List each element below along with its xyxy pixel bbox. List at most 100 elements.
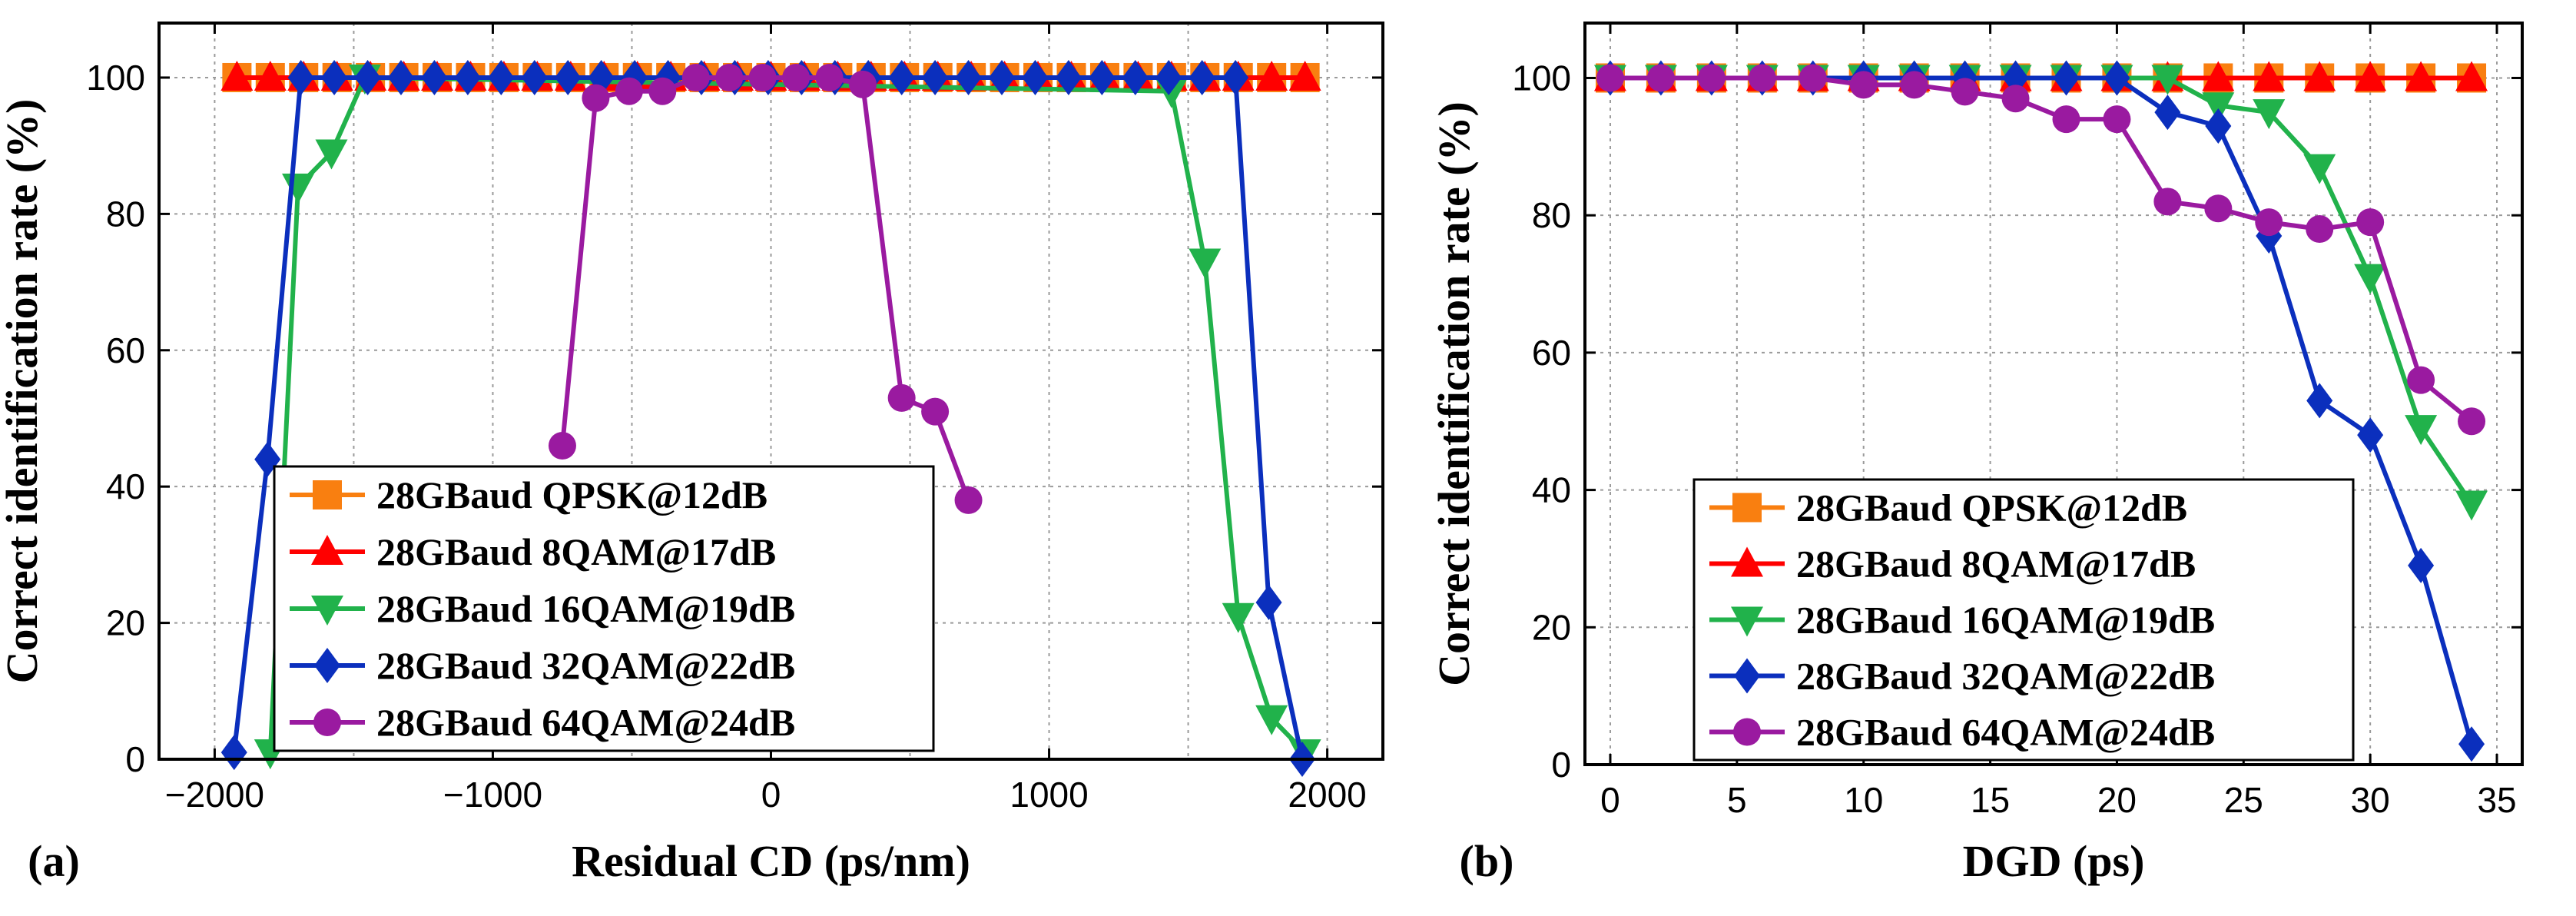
legend: 28GBaud QPSK@12dB 28GBaud 8QAM@17dB 28GBau… — [273, 465, 935, 752]
plot-frame — [1583, 22, 2524, 766]
data-point-qam32 — [2357, 417, 2384, 453]
data-point-qam16 — [2151, 65, 2184, 95]
legend-item-qam8: 28GBaud 8QAM@17dB — [290, 530, 776, 573]
data-point-qam16 — [315, 139, 348, 170]
legend-label: 28GBaud 32QAM@22dB — [1796, 655, 2215, 698]
data-point-qam32 — [521, 59, 548, 95]
legend-marker — [313, 709, 341, 736]
data-point-qam16 — [2253, 99, 2286, 130]
data-point-qam32 — [2306, 383, 2333, 419]
data-point-qam32 — [1089, 59, 1116, 95]
data-point-qam32 — [1055, 59, 1082, 95]
legend-item-qpsk: 28GBaud QPSK@12dB — [1709, 486, 2187, 529]
data-point-qam16 — [2354, 264, 2387, 294]
data-point-qam8 — [2455, 61, 2488, 91]
data-point-qam64 — [2204, 194, 2233, 223]
legend-marker — [311, 596, 343, 626]
legend-marker — [314, 648, 340, 683]
data-point-qam32 — [421, 59, 448, 95]
data-point-qam32 — [1022, 59, 1049, 95]
data-point-qam16 — [282, 173, 315, 204]
x-tick-label: −1000 — [443, 775, 542, 815]
legend-item-qam32: 28GBaud 32QAM@22dB — [1709, 655, 2215, 698]
legend-item-qam64: 28GBaud 64QAM@24dB — [1709, 711, 2215, 754]
data-point-qam64 — [648, 77, 677, 105]
data-point-qam64 — [1799, 64, 1827, 92]
data-point-qam16 — [2455, 490, 2488, 521]
x-tick-label: 0 — [761, 775, 781, 815]
y-axis-title: Correct identification rate (%) — [1429, 101, 1479, 686]
legend-box — [1692, 478, 2355, 762]
data-point-qam8 — [1255, 60, 1288, 91]
legend-marker — [1731, 606, 1763, 637]
y-tick-label: 80 — [106, 194, 145, 234]
chart-panel-b: 0 5 10 15 20 25 30 35 0 20 40 60 80 100 28GBaud QPSK@1… — [1429, 22, 2524, 886]
x-tick-label: 5 — [1727, 780, 1747, 820]
legend-item-qam8: 28GBaud 8QAM@17dB — [1709, 543, 2196, 586]
y-tick-label: 60 — [106, 330, 145, 370]
x-tick-label: 15 — [1971, 780, 2010, 820]
data-point-qam64 — [748, 63, 777, 91]
data-point-qam64 — [1849, 71, 1878, 99]
y-tick-label: 100 — [86, 58, 145, 98]
legend-marker — [1733, 718, 1761, 746]
legend-label: 28GBaud 64QAM@24dB — [1796, 711, 2215, 754]
y-tick-label: 0 — [1551, 745, 1571, 785]
plot-frame — [157, 22, 1384, 761]
data-point-qam8 — [2405, 61, 2438, 91]
legend-label: 28GBaud QPSK@12dB — [376, 473, 767, 516]
data-point-qam64 — [1748, 64, 1776, 92]
data-point-qam32 — [922, 59, 949, 95]
data-point-qam16 — [2202, 92, 2235, 123]
data-point-qam32 — [454, 59, 481, 95]
data-point-qam64 — [2356, 208, 2385, 237]
legend-label: 28GBaud 32QAM@22dB — [376, 644, 795, 687]
data-point-qam64 — [815, 63, 844, 91]
data-point-qam8 — [2354, 61, 2387, 91]
series-qam64 — [1596, 64, 2486, 436]
data-point-qam32 — [2104, 60, 2130, 96]
legend-label: 28GBaud 64QAM@24dB — [376, 701, 795, 744]
data-point-qam64 — [2407, 366, 2435, 394]
data-point-qam32 — [220, 735, 247, 771]
y-tick-label: 20 — [106, 603, 145, 643]
data-point-qam8 — [1288, 60, 1321, 91]
data-point-qam32 — [2458, 726, 2485, 762]
y-tick-label: 40 — [106, 466, 145, 506]
y-tick-label: 0 — [125, 739, 145, 779]
legend-marker — [1731, 546, 1763, 577]
data-point-qam8 — [2303, 61, 2336, 91]
data-point-qam16 — [1255, 705, 1288, 735]
panel-label: (a) — [28, 836, 80, 886]
x-tick-label: 25 — [2224, 780, 2263, 820]
x-axis-title: Residual CD (ps/nm) — [572, 836, 970, 886]
series-line-qam16 — [1610, 75, 2474, 506]
data-point-qam64 — [1697, 64, 1726, 92]
data-point-qam64 — [1900, 71, 1928, 99]
legend-marker — [1734, 658, 1760, 694]
data-point-qam8 — [2202, 61, 2235, 91]
data-point-qam32 — [2154, 95, 2181, 131]
panel-label: (b) — [1460, 836, 1514, 886]
series-line-qam64 — [559, 75, 971, 501]
data-point-qam32 — [387, 59, 414, 95]
data-point-qam64 — [1596, 64, 1624, 92]
data-point-qam32 — [1255, 584, 1282, 620]
data-point-qam16 — [1222, 602, 1255, 633]
data-point-qam64 — [2153, 188, 2182, 216]
data-point-qam64 — [1951, 78, 1979, 106]
data-point-qam64 — [921, 397, 950, 426]
data-point-qam64 — [848, 70, 877, 98]
series-group — [1593, 60, 2488, 762]
data-point-qam64 — [2103, 105, 2131, 134]
x-tick-label: 30 — [2351, 780, 2390, 820]
legend-marker — [313, 480, 342, 509]
chart-panel-a: −2000 −1000 0 1000 2000 0 20 40 60 80 100 28GBaud Q… — [0, 22, 1384, 886]
data-point-qam32 — [354, 59, 381, 95]
data-point-qam64 — [582, 84, 610, 112]
x-tick-label: 20 — [2097, 780, 2137, 820]
legend-label: 28GBaud QPSK@12dB — [1796, 486, 2187, 529]
data-point-qam32 — [988, 59, 1015, 95]
legend-item-qam16: 28GBaud 16QAM@19dB — [290, 587, 795, 630]
